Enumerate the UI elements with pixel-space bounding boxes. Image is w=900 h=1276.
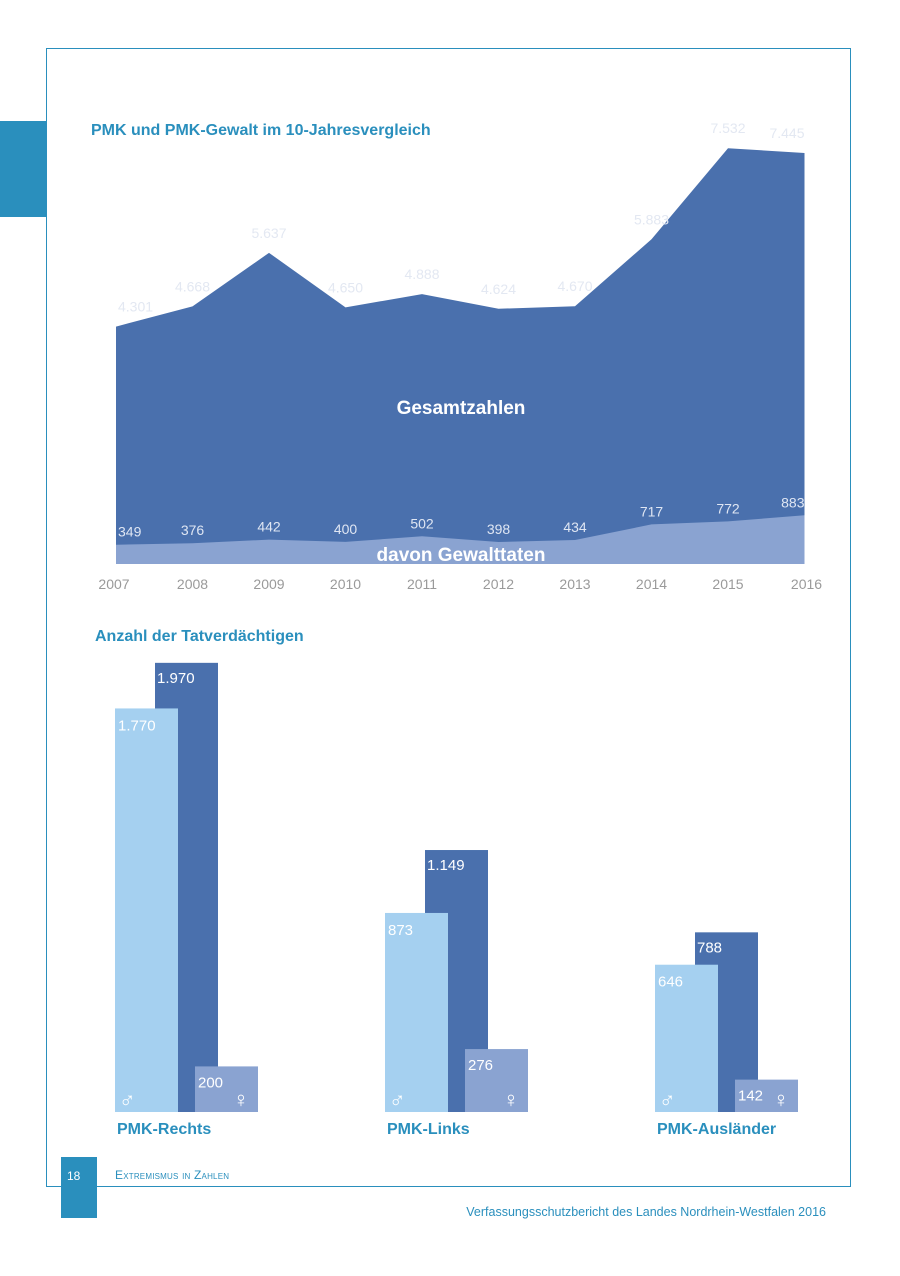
x-tick-label: 2016: [791, 576, 822, 592]
total-value-label: 4.301: [118, 299, 153, 315]
x-tick-label: 2008: [177, 576, 208, 592]
bar-female: [465, 1049, 528, 1112]
area-violence: [116, 515, 805, 564]
page-frame: [46, 48, 851, 1187]
category-label: PMK-Rechts: [117, 1121, 211, 1138]
area-chart: 4.301 4.668 5.637 4.650 4.888 4.624 4.670 5.883…: [98, 120, 822, 592]
male-symbol-icon: ♂: [389, 1087, 406, 1112]
bar-female: [195, 1066, 258, 1112]
total-value-label: 4.670: [557, 278, 592, 294]
violence-value-label: 883: [781, 494, 805, 510]
x-tick-label: 2014: [636, 576, 667, 592]
total-value-label: 4.650: [328, 279, 363, 295]
bar-female-label: 200: [198, 1074, 223, 1091]
footer-text: Verfassungsschutzbericht des Landes Nord…: [466, 1205, 826, 1219]
bar-male-label: 646: [658, 974, 683, 991]
female-symbol-icon: ♀: [503, 1087, 520, 1112]
page-number: 18: [67, 1169, 81, 1183]
total-value-label: 7.445: [769, 125, 804, 141]
bar-male: [385, 912, 448, 1112]
bar-total-label: 788: [697, 939, 722, 956]
violence-value-label: 442: [257, 519, 281, 535]
x-tick-label: 2007: [98, 576, 129, 592]
bar-chart-title: Anzahl der Tatverdächtigen: [95, 628, 304, 645]
total-value-label: 4.888: [404, 266, 439, 282]
violence-value-label: 434: [563, 519, 587, 535]
page-number-box: 18: [61, 1157, 97, 1218]
area-total: [116, 148, 805, 565]
bar-total-label: 1.149: [427, 857, 465, 874]
x-tick-label: 2013: [559, 576, 590, 592]
violence-value-label: 398: [487, 521, 511, 537]
total-series-label: Gesamtzahlen: [397, 398, 526, 419]
category-label: PMK-Ausländer: [657, 1121, 776, 1138]
violence-value-label: 400: [334, 521, 358, 537]
female-symbol-icon: ♀: [233, 1087, 250, 1112]
side-tab: [0, 121, 46, 217]
area-chart-title: PMK und PMK-Gewalt im 10-Jahresvergleich: [91, 122, 431, 139]
bar-female-label: 276: [468, 1057, 493, 1074]
violence-value-label: 349: [118, 524, 142, 540]
male-symbol-icon: ♂: [119, 1087, 136, 1112]
bar-male-label: 1.770: [118, 717, 156, 734]
total-value-label: 5.883: [634, 211, 669, 227]
bar-male: [655, 964, 718, 1112]
total-value-label: 5.637: [251, 225, 286, 241]
running-header: Extremismus in Zahlen: [115, 1168, 230, 1182]
bar-total-label: 1.970: [157, 670, 195, 687]
bar-male-label: 873: [388, 922, 413, 939]
total-value-label: 7.532: [710, 120, 745, 136]
total-value-label: 4.668: [175, 278, 210, 294]
x-tick-label: 2010: [330, 576, 361, 592]
violence-value-label: 772: [716, 500, 740, 516]
bar-female-label: 142: [738, 1088, 763, 1105]
female-symbol-icon: ♀: [773, 1087, 790, 1112]
male-symbol-icon: ♂: [659, 1087, 676, 1112]
x-tick-label: 2011: [407, 576, 437, 592]
x-tick-label: 2012: [483, 576, 514, 592]
x-tick-label: 2015: [712, 576, 743, 592]
category-label: PMK-Links: [387, 1121, 470, 1138]
x-tick-label: 2009: [253, 576, 284, 592]
total-value-label: 4.624: [481, 281, 516, 297]
violence-value-label: 717: [640, 503, 664, 519]
violence-series-label: davon Gewalttaten: [377, 545, 546, 566]
violence-value-label: 376: [181, 522, 205, 538]
bar-male: [115, 708, 178, 1112]
violence-value-label: 502: [410, 515, 434, 531]
bar-female: [735, 1079, 798, 1112]
